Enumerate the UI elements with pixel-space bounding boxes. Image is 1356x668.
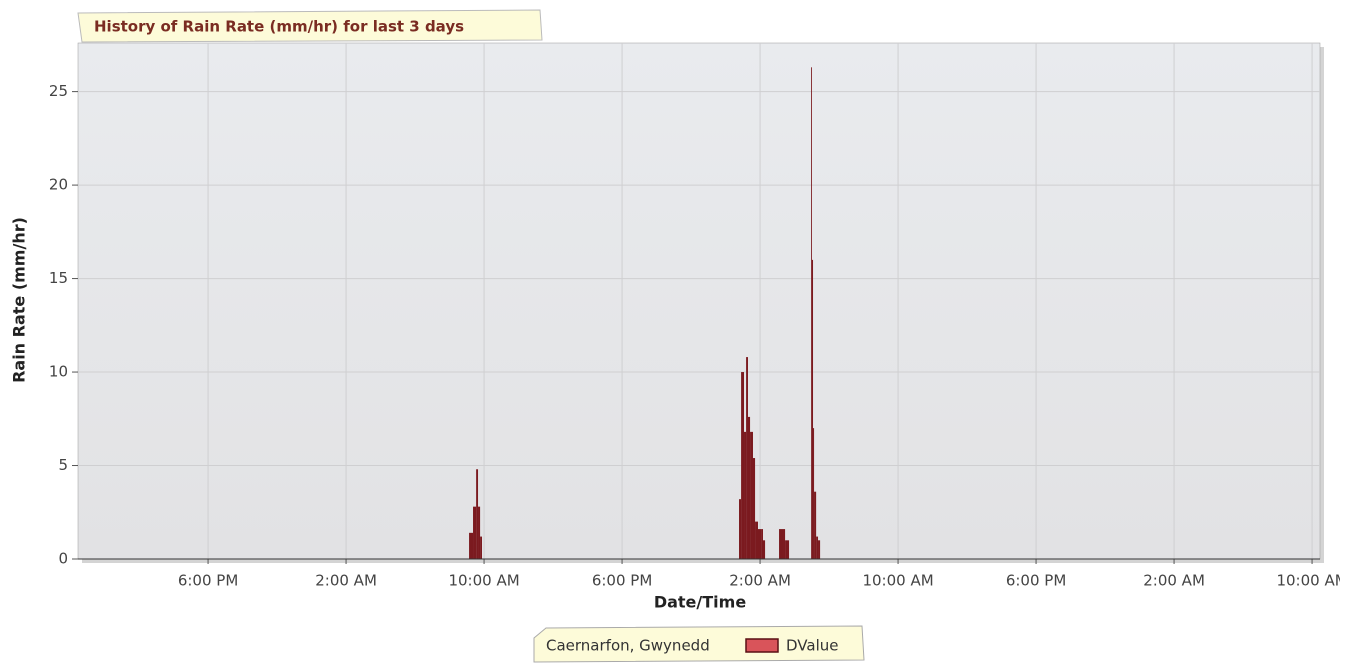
bar xyxy=(816,536,819,559)
bar xyxy=(747,416,751,559)
bar xyxy=(779,529,784,559)
bar xyxy=(473,506,477,559)
y-tick-label: 10 xyxy=(49,363,68,381)
x-tick-label: 10:00 AM xyxy=(1276,572,1347,590)
legend-label: DValue xyxy=(786,637,838,655)
bar xyxy=(476,469,479,559)
bar xyxy=(755,521,758,559)
bar xyxy=(744,431,747,559)
x-tick-label: 6:00 PM xyxy=(592,572,652,590)
x-tick-label: 2:00 AM xyxy=(729,572,791,590)
bar xyxy=(813,428,815,559)
chart-title: History of Rain Rate (mm/hr) for last 3 … xyxy=(94,18,464,36)
bar xyxy=(811,67,812,559)
x-tick-label: 2:00 AM xyxy=(1143,572,1205,590)
y-tick-label: 20 xyxy=(49,176,68,194)
y-tick-label: 25 xyxy=(49,82,68,100)
x-axis-title: Date/Time xyxy=(654,593,746,612)
bar xyxy=(783,529,786,559)
bar xyxy=(480,536,482,559)
bar xyxy=(818,540,821,559)
bar xyxy=(811,259,814,559)
x-tick-label: 10:00 AM xyxy=(862,572,933,590)
legend-swatch xyxy=(745,638,779,653)
y-tick-label: 15 xyxy=(49,269,68,287)
bar xyxy=(814,491,817,559)
bar xyxy=(750,431,753,559)
y-tick-label: 0 xyxy=(58,550,68,568)
x-tick-label: 2:00 AM xyxy=(315,572,377,590)
x-tick-label: 6:00 PM xyxy=(1006,572,1066,590)
bar xyxy=(762,540,766,559)
bar xyxy=(746,357,748,559)
plot-area xyxy=(77,42,1321,560)
legend-box xyxy=(533,625,865,663)
legend-title: Caernarfon, Gwynedd xyxy=(546,637,710,655)
bar xyxy=(752,458,756,559)
x-tick-label: 6:00 PM xyxy=(178,572,238,590)
y-tick-label: 5 xyxy=(58,456,68,474)
bar xyxy=(757,529,762,559)
bar xyxy=(478,506,481,559)
x-tick-label: 10:00 AM xyxy=(448,572,519,590)
bar xyxy=(469,532,474,559)
bar xyxy=(785,540,790,559)
bar xyxy=(739,499,742,559)
y-axis-title: Rain Rate (mm/hr) xyxy=(10,217,29,383)
title-tab xyxy=(77,9,543,43)
bar xyxy=(761,529,763,559)
bar xyxy=(741,372,745,559)
